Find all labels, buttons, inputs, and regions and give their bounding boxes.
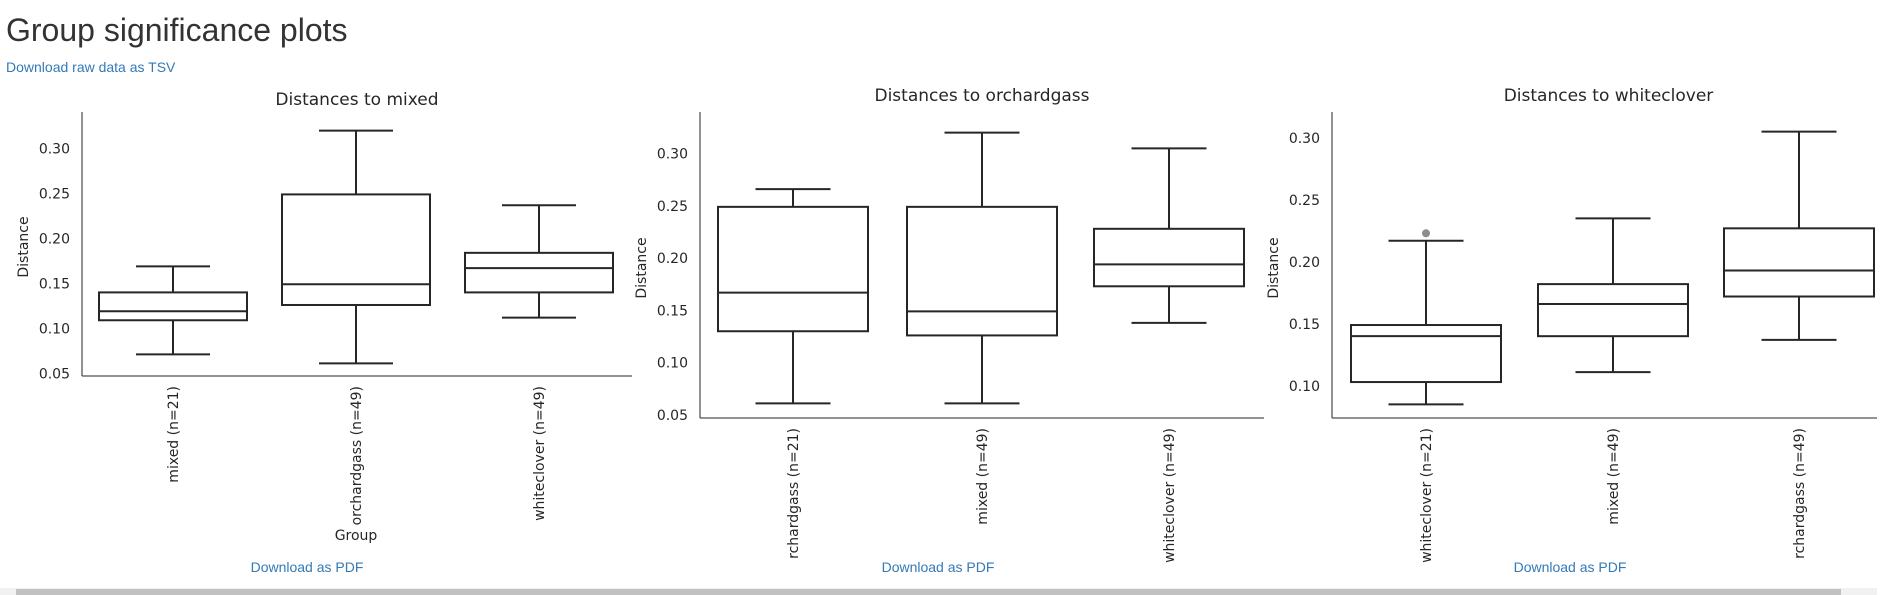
y-tick-label: 0.15 <box>657 303 688 319</box>
chart-distances-to-mixed: Distances to mixed 0.05 0.10 0.15 0.20 0.25 0.… <box>16 90 632 544</box>
vertical-scrollbar[interactable] <box>1877 0 1893 595</box>
x-tick-label: whiteclover (n=21) <box>1419 428 1435 563</box>
y-tick-label: 0.20 <box>1289 255 1320 271</box>
y-tick-label: 0.15 <box>39 276 70 292</box>
x-tick-label: mixed (n=49) <box>975 428 991 525</box>
chart-distances-to-whiteclover: Distances to whiteclover 0.10 0.15 0.20 0.25… <box>1266 86 1885 563</box>
y-tick-label: 0.25 <box>39 187 70 203</box>
y-tick-label: 0.30 <box>1289 131 1320 147</box>
outlier-point <box>1422 229 1430 238</box>
y-tick-label: 0.30 <box>39 142 70 158</box>
chart-title: Distances to orchardgass <box>874 86 1089 106</box>
x-tick-label: rchardgass (n=21) <box>786 428 802 559</box>
y-tick-label: 0.20 <box>39 231 70 247</box>
y-tick-label: 0.25 <box>1289 193 1320 209</box>
box-iqr <box>1350 324 1502 384</box>
y-tick-label: 0.05 <box>657 408 688 424</box>
box-iqr <box>1723 227 1875 298</box>
y-axis-label: Distance <box>634 237 650 298</box>
x-tick-label: whiteclover (n=49) <box>532 386 548 521</box>
x-tick-label: mixed (n=49) <box>1606 428 1622 525</box>
x-tick-label: rchardgass (n=49) <box>1792 428 1808 559</box>
download-pdf-link-whiteclover[interactable]: Download as PDF <box>1513 559 1627 575</box>
y-tick-label: 0.15 <box>1289 317 1320 333</box>
y-tick-label: 0.10 <box>657 356 688 372</box>
y-tick-label: 0.05 <box>39 366 70 382</box>
y-tick-label: 0.30 <box>657 147 688 163</box>
x-axis-label: Group <box>335 528 378 544</box>
download-pdf-link-orchardgass[interactable]: Download as PDF <box>881 559 995 575</box>
y-axis-label: Distance <box>16 216 32 277</box>
y-tick-label: 0.25 <box>657 199 688 215</box>
box-iqr <box>464 251 614 294</box>
box-iqr <box>98 291 248 322</box>
download-pdf-link-mixed[interactable]: Download as PDF <box>250 559 364 575</box>
box-iqr <box>1537 283 1689 338</box>
x-tick-label: mixed (n=21) <box>166 386 182 483</box>
x-tick-label: whiteclover (n=49) <box>1162 428 1178 563</box>
box-iqr <box>906 205 1058 337</box>
horizontal-scrollbar-thumb[interactable] <box>16 589 1841 595</box>
y-tick-label: 0.10 <box>39 321 70 337</box>
y-axis-label: Distance <box>1266 237 1282 298</box>
box-iqr <box>717 205 869 333</box>
y-tick-label: 0.10 <box>1289 379 1320 395</box>
x-tick-label: orchardgass (n=49) <box>349 386 365 525</box>
chart-title: Distances to whiteclover <box>1504 86 1714 106</box>
chart-distances-to-orchardgass: Distances to orchardgass 0.05 0.10 0.15 0.20… <box>634 86 1264 563</box>
box-iqr <box>281 193 431 306</box>
y-tick-label: 0.20 <box>657 251 688 267</box>
download-tsv-link[interactable]: Download raw data as TSV <box>6 59 176 75</box>
chart-title: Distances to mixed <box>275 90 438 110</box>
page-title: Group significance plots <box>6 12 348 48</box>
box-iqr <box>1093 227 1245 288</box>
